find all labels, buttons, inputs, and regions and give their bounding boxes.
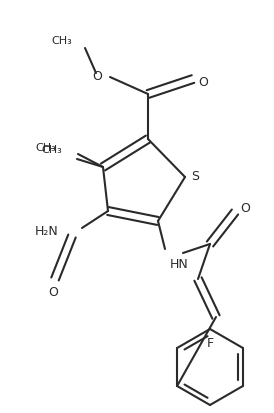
Text: CH₃: CH₃ [41, 145, 62, 154]
Text: CH₃: CH₃ [51, 36, 72, 46]
Text: O: O [240, 201, 250, 214]
Text: H₂N: H₂N [34, 225, 58, 238]
Text: CH₃: CH₃ [35, 142, 56, 153]
Text: O: O [198, 75, 208, 88]
Text: S: S [191, 169, 199, 182]
Text: O: O [92, 69, 102, 82]
Text: O: O [48, 285, 58, 298]
Text: HN: HN [170, 257, 189, 270]
Text: F: F [206, 337, 213, 350]
